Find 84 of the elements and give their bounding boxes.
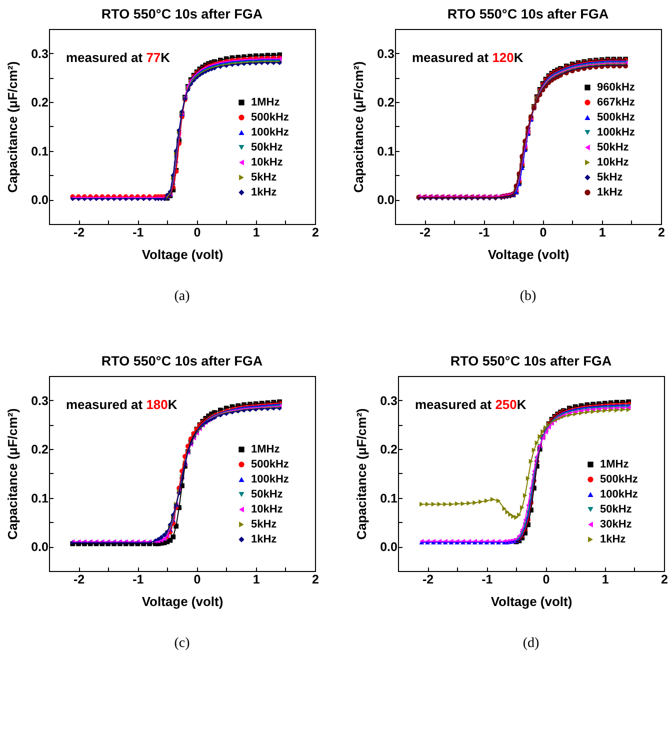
- legend-label: 50kHz: [251, 488, 284, 500]
- y-tick-label: 0.2: [377, 96, 395, 110]
- x-tick-label: 2: [312, 226, 320, 240]
- text: (b): [520, 289, 536, 305]
- annotation: measured at 250K: [415, 397, 526, 412]
- legend-label: 30kHz: [600, 518, 632, 530]
- legend-label: 1kHz: [600, 534, 626, 546]
- x-tick-label: 2: [658, 226, 666, 240]
- x-tick-label: -2: [419, 226, 431, 240]
- y-tick-label: 0.2: [31, 442, 49, 457]
- annotation: measured at 120K: [412, 50, 524, 65]
- legend-label: 100kHz: [597, 126, 636, 138]
- chart-title: RTO 550°C 10s after FGA: [450, 354, 612, 368]
- y-tick-label: 0.3: [31, 46, 49, 61]
- legend-label: 1MHz: [600, 458, 630, 470]
- y-axis-title: Capacitance (μF/cm²): [354, 408, 370, 540]
- y-tick-label: 0.0: [377, 193, 395, 208]
- x-axis-title: Voltage (volt): [142, 247, 224, 262]
- legend-label: 1MHz: [251, 96, 280, 108]
- y-tick-label: 0.3: [31, 394, 49, 408]
- x-tick-label: -2: [73, 572, 85, 586]
- legend-label: 500kHz: [600, 474, 638, 486]
- x-tick-label: 0: [194, 572, 201, 586]
- legend-label: 1kHz: [597, 186, 624, 198]
- x-tick-label: 0: [540, 226, 547, 240]
- legend-label: 500kHz: [251, 112, 290, 124]
- legend-label: 500kHz: [597, 112, 636, 124]
- legend-label: 5kHz: [251, 172, 278, 184]
- legend-label: 10kHz: [251, 156, 284, 168]
- legend-label: 50kHz: [600, 504, 632, 516]
- chart-title: RTO 550°C 10s after FGA: [447, 6, 609, 22]
- legend-label: 960kHz: [597, 82, 636, 94]
- y-tick-label: 0.3: [377, 46, 395, 61]
- legend-label: 667kHz: [597, 96, 636, 108]
- x-tick-label: 1: [602, 572, 609, 586]
- x-tick-label: 2: [661, 572, 668, 586]
- legend-label: 100kHz: [251, 474, 290, 486]
- x-tick-label: -2: [422, 572, 434, 586]
- legend-label: 1kHz: [251, 534, 278, 546]
- legend-label: 100kHz: [251, 126, 290, 138]
- chart-title: RTO 550°C 10s after FGA: [101, 354, 263, 368]
- y-tick-label: 0.1: [31, 144, 49, 158]
- legend-label: 10kHz: [251, 504, 284, 516]
- y-tick-label: 0.3: [380, 394, 398, 408]
- x-tick-label: 1: [252, 572, 260, 586]
- text: (c): [174, 636, 190, 652]
- legend-label: 50kHz: [251, 142, 284, 154]
- y-tick-label: 0.0: [31, 193, 49, 208]
- y-tick-label: 0.1: [377, 144, 395, 158]
- x-tick-label: 0: [542, 572, 550, 586]
- y-axis-title: Capacitance (μF/cm²): [5, 61, 20, 193]
- x-tick-label: -1: [478, 226, 490, 240]
- y-axis-title: Capacitance (μF/cm²): [351, 61, 366, 193]
- y-axis-title: Capacitance (μF/cm²): [5, 408, 20, 540]
- legend-label: 1kHz: [251, 186, 278, 198]
- legend-label: 100kHz: [600, 488, 638, 500]
- x-tick-label: 2: [312, 572, 320, 586]
- x-tick-label: -1: [482, 572, 493, 586]
- legend-label: 1MHz: [251, 444, 280, 456]
- legend-label: 5kHz: [251, 518, 278, 530]
- x-tick-label: 0: [194, 226, 201, 240]
- annotation: measured at 180K: [66, 397, 178, 412]
- legend-label: 50kHz: [597, 142, 630, 154]
- x-axis-title: Voltage (volt): [142, 594, 224, 609]
- x-tick-label: -2: [73, 226, 85, 240]
- y-tick-label: 0.1: [31, 491, 49, 506]
- legend-label: 5kHz: [597, 172, 624, 184]
- y-tick-label: 0.0: [31, 540, 49, 554]
- annotation: measured at 77K: [66, 50, 170, 65]
- text: (d): [522, 636, 540, 652]
- y-tick-label: 0.2: [31, 96, 49, 110]
- x-axis-title: Voltage (volt): [490, 594, 572, 609]
- text: (a): [174, 289, 190, 305]
- y-tick-label: 0.0: [380, 540, 398, 554]
- legend-label: 10kHz: [597, 156, 630, 168]
- legend-label: 500kHz: [251, 458, 290, 470]
- y-tick-label: 0.1: [380, 491, 398, 506]
- chart-title: RTO 550°C 10s after FGA: [101, 6, 263, 22]
- x-tick-label: -1: [132, 226, 144, 240]
- y-tick-label: 0.2: [380, 442, 398, 457]
- x-tick-label: 1: [598, 226, 606, 240]
- x-tick-label: 1: [252, 226, 260, 240]
- x-tick-label: -1: [132, 572, 144, 586]
- x-axis-title: Voltage (volt): [488, 247, 570, 262]
